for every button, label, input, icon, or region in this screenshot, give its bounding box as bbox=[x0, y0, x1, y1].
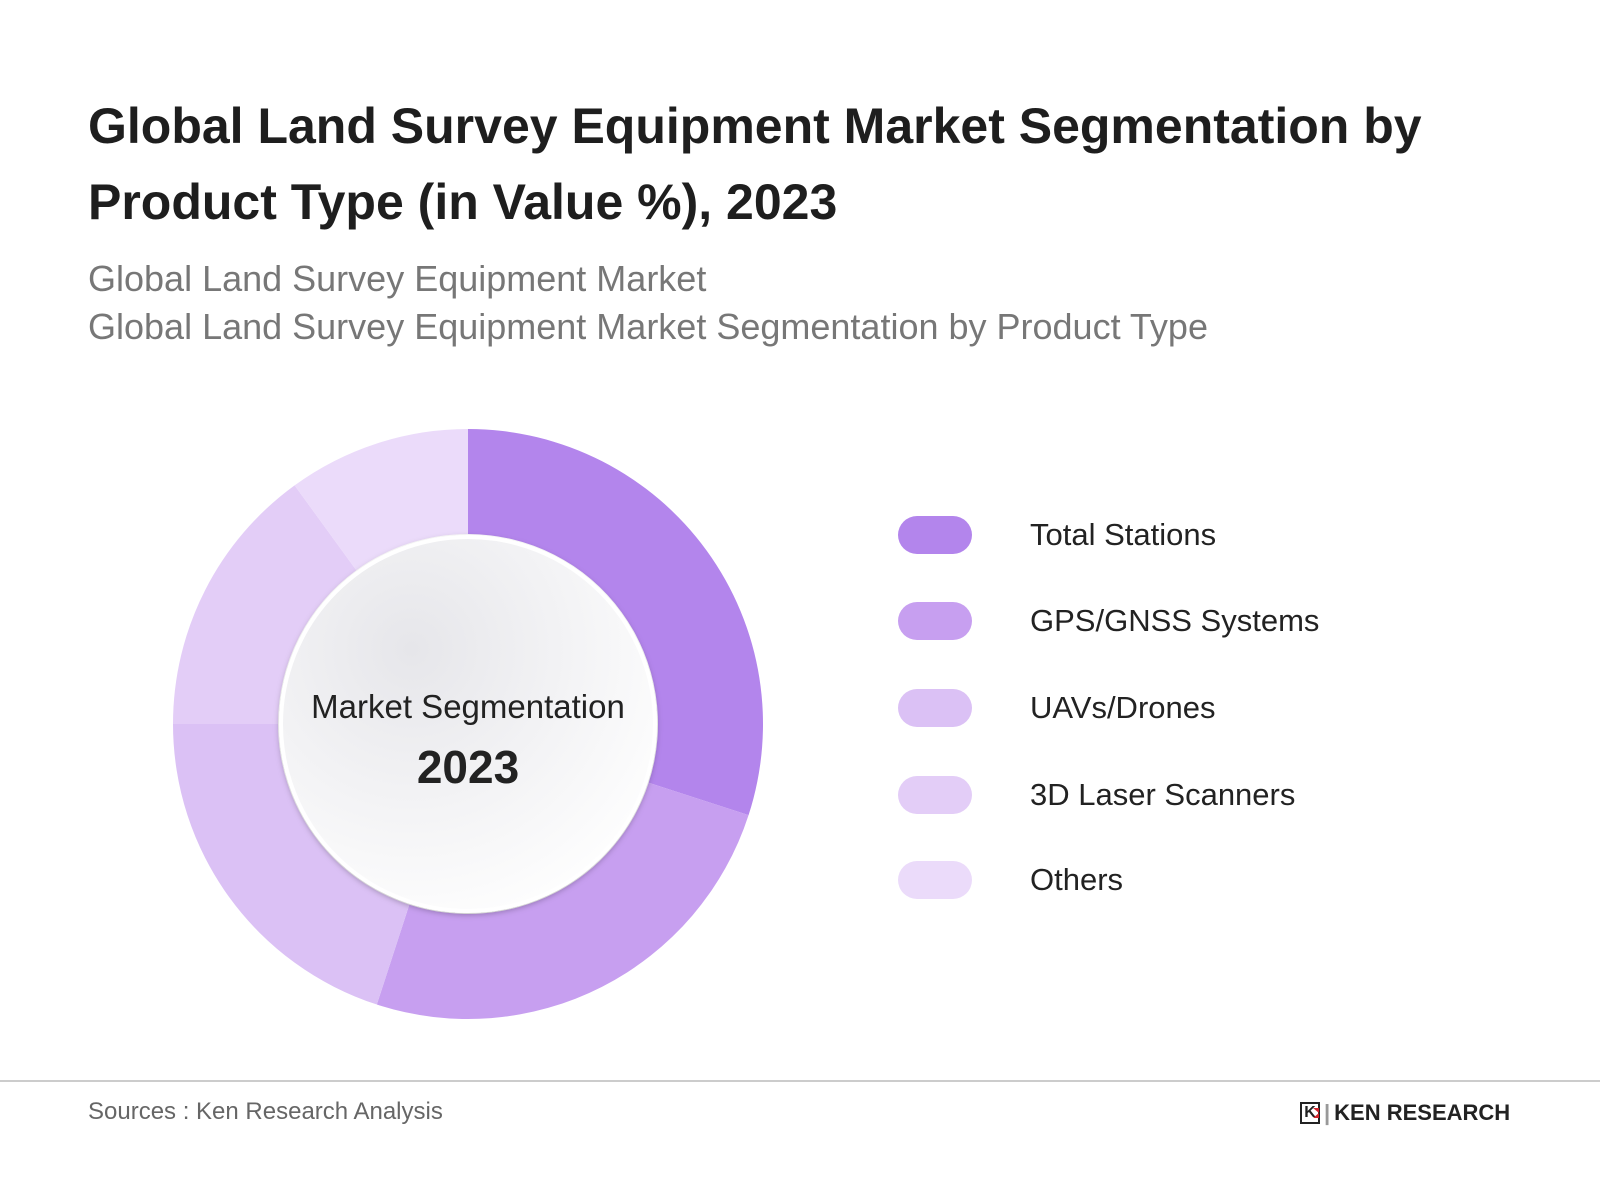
legend-label: 3D Laser Scanners bbox=[1030, 777, 1296, 812]
slice-others bbox=[294, 429, 468, 571]
subtitle-line-1: Global Land Survey Equipment Market bbox=[88, 258, 707, 299]
center-label-year: 2023 bbox=[416, 741, 520, 793]
legend-swatch bbox=[898, 516, 972, 554]
donut-center bbox=[279, 535, 657, 913]
slice-uavs-drones bbox=[173, 724, 410, 1005]
legend-swatch bbox=[898, 861, 972, 899]
footer-divider bbox=[0, 1080, 1600, 1082]
legend-swatch bbox=[898, 689, 972, 727]
legend-label: GPS/GNSS Systems bbox=[1030, 603, 1320, 638]
logo-mark-icon: K bbox=[1300, 1102, 1320, 1124]
slice-gps-gnss-systems bbox=[376, 782, 749, 1019]
center-label-title: Market Segmentation bbox=[311, 688, 625, 725]
legend-label: Total Stations bbox=[1030, 517, 1217, 552]
ken-research-logo: K | KEN RESEARCH bbox=[1300, 1100, 1510, 1126]
slice-3d-laser-scanners bbox=[173, 485, 357, 724]
legend-label: Others bbox=[1030, 862, 1124, 897]
legend-swatch bbox=[898, 776, 972, 814]
subtitle-line-2: Global Land Survey Equipment Market Segm… bbox=[88, 306, 1208, 347]
legend-swatch bbox=[898, 602, 972, 640]
logo-text: KEN RESEARCH bbox=[1334, 1100, 1511, 1125]
slice-total-stations bbox=[468, 429, 763, 816]
legend-label: UAVs/Drones bbox=[1030, 690, 1216, 725]
chart-title: Global Land Survey Equipment Market Segm… bbox=[88, 98, 1422, 230]
source-note: Sources : Ken Research Analysis bbox=[88, 1098, 443, 1125]
